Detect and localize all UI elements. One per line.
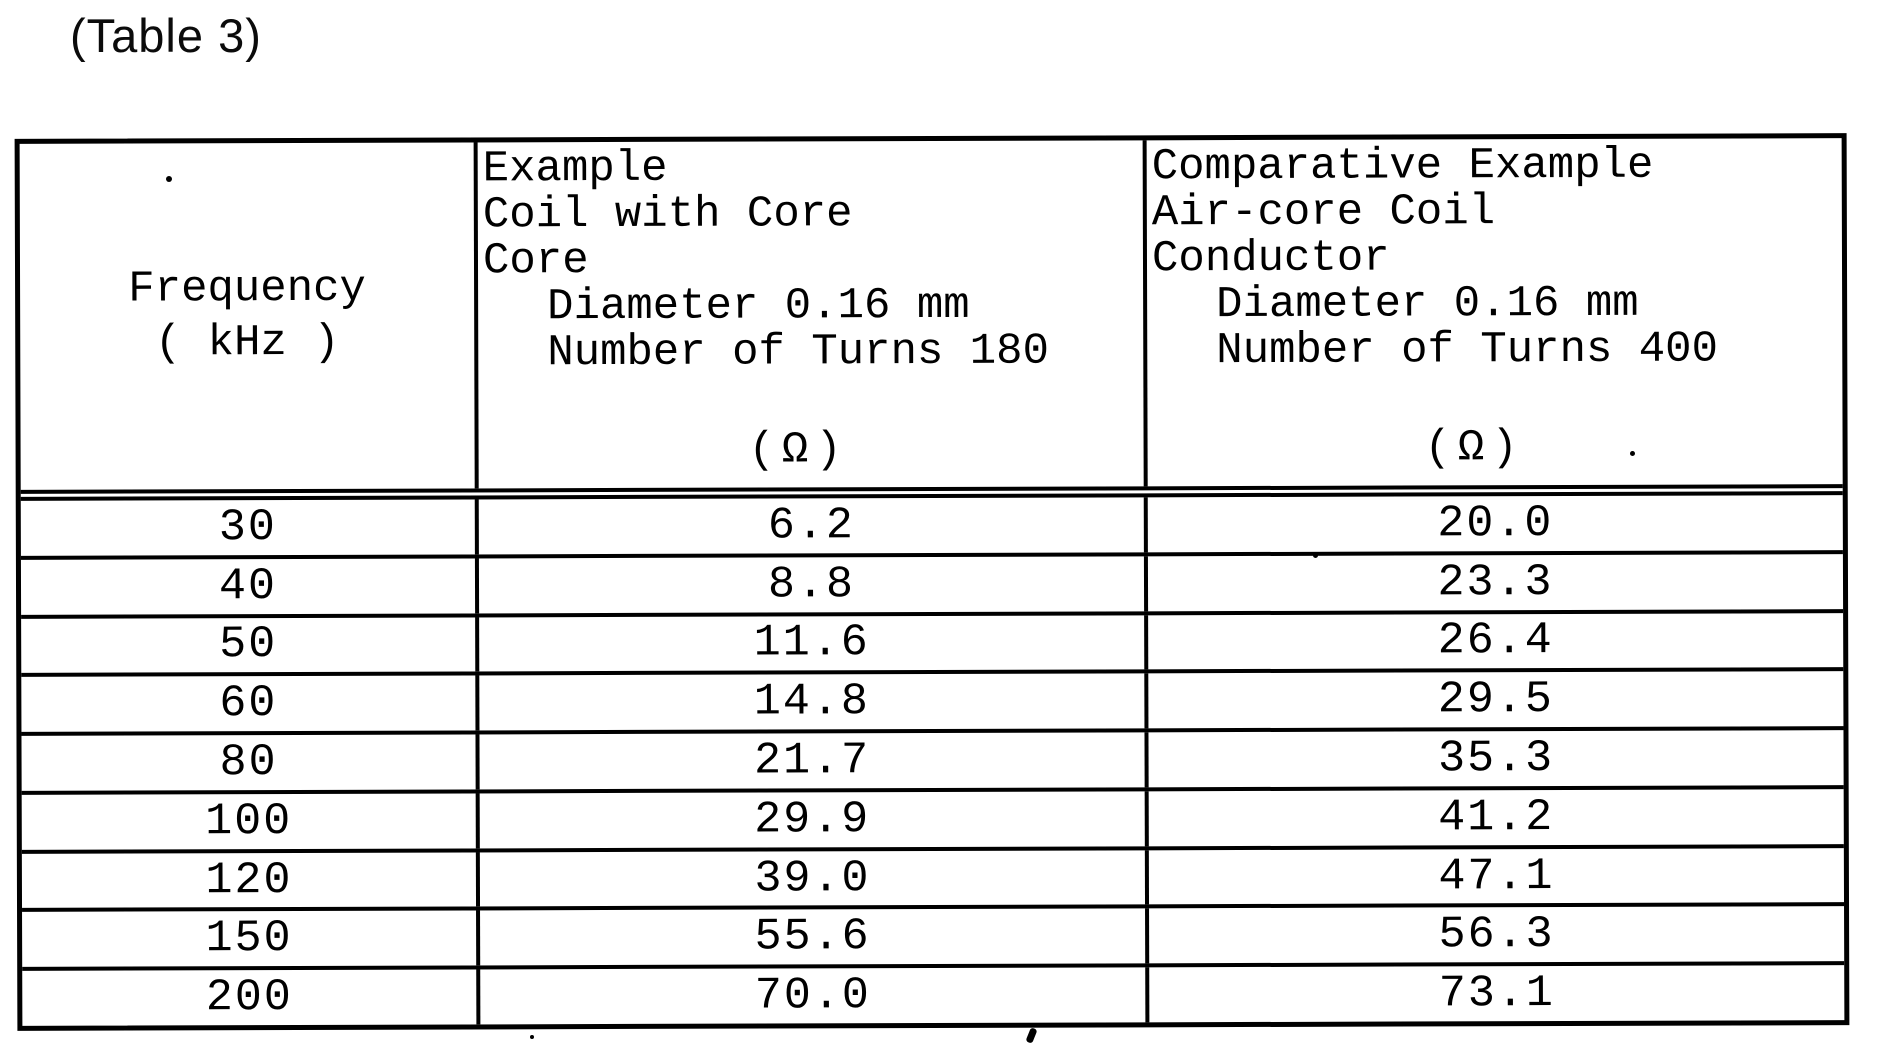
- header-comparative-line: Number of Turns 400: [1216, 324, 1719, 377]
- header-comparative-cell: Comparative Example Air-core Coil Conduc…: [1147, 138, 1843, 486]
- frequency-cell: 80: [21, 734, 480, 791]
- scan-speck: [166, 176, 172, 182]
- header-frequency-unit: ( kHz ): [154, 317, 340, 369]
- example-value-cell: 11.6: [479, 614, 1149, 672]
- scan-speck: [530, 1035, 534, 1039]
- table-row: 30 6.2 20.0: [20, 495, 1843, 556]
- frequency-cell: 150: [22, 910, 481, 968]
- scan-speck: [1025, 1027, 1038, 1044]
- header-comparative-ohm-unit: (Ω): [1424, 423, 1525, 474]
- example-value-cell: 55.6: [480, 908, 1150, 966]
- header-comparative-line: Conductor: [1151, 233, 1390, 285]
- impedance-comparison-table: Frequency ( kHz ) Example Coil with Core…: [14, 133, 1850, 1031]
- table-row: 60 14.8 29.5: [21, 667, 1844, 732]
- comparative-value-cell: 35.3: [1437, 733, 1555, 785]
- table-row: 120 39.0 47.1: [21, 843, 1845, 909]
- header-comparative-line: Comparative Example: [1151, 140, 1654, 193]
- header-example-cell: Example Coil with Core Core Diameter 0.1…: [477, 140, 1148, 489]
- comparative-value-cell: 47.1: [1438, 850, 1555, 902]
- comparative-value-cell: 73.1: [1438, 968, 1555, 1020]
- frequency-cell: 120: [21, 852, 481, 909]
- example-value-cell: 39.0: [479, 850, 1150, 907]
- header-example-line: Coil with Core: [482, 189, 853, 241]
- frequency-cell: 50: [21, 616, 480, 674]
- scan-speck: [1630, 451, 1635, 456]
- table-row: 50 11.6 26.4: [21, 608, 1844, 674]
- scan-speck: [1313, 553, 1318, 558]
- comparative-value-cell: 41.2: [1438, 791, 1555, 844]
- frequency-cell: 100: [21, 793, 480, 850]
- frequency-cell: 60: [21, 675, 480, 732]
- comparative-value-cell: 56.3: [1438, 909, 1555, 961]
- comparative-value-cell: 20.0: [1437, 497, 1554, 550]
- header-frequency-label: Frequency: [128, 263, 366, 315]
- table-body: 30 6.2 20.0 40 8.8 23.3 50 11.6 26.4 60 …: [20, 495, 1845, 1026]
- frequency-cell: 200: [22, 969, 481, 1026]
- header-frequency-cell: Frequency ( kHz ): [19, 142, 479, 490]
- header-example-ohm-unit: (Ω): [748, 425, 849, 476]
- example-value-cell: 8.8: [478, 556, 1149, 613]
- comparative-value-cell: 29.5: [1437, 674, 1554, 726]
- header-example-line: Example: [482, 143, 668, 195]
- example-value-cell: 6.2: [478, 497, 1148, 555]
- table-header-row: Frequency ( kHz ) Example Coil with Core…: [19, 138, 1843, 490]
- header-example-line: Core: [482, 236, 589, 287]
- table-caption: (Table 3): [70, 9, 262, 62]
- example-value-cell: 29.9: [479, 791, 1149, 849]
- table-row: 200 70.0 73.1: [22, 961, 1845, 1026]
- header-example-line: Diameter 0.16 mm: [547, 280, 970, 333]
- example-value-cell: 21.7: [479, 732, 1149, 790]
- table-row: 40 8.8 23.3: [20, 549, 1844, 615]
- header-comparative-line: Diameter 0.16 mm: [1216, 278, 1639, 331]
- comparative-value-cell: 26.4: [1437, 615, 1554, 667]
- table-row: 150 55.6 56.3: [22, 902, 1845, 968]
- comparative-value-cell: 23.3: [1437, 556, 1554, 609]
- example-value-cell: 14.8: [479, 673, 1149, 731]
- header-example-line: Number of Turns 180: [547, 326, 1050, 379]
- header-comparative-line: Air-core Coil: [1151, 187, 1496, 239]
- example-value-cell: 70.0: [480, 967, 1150, 1025]
- frequency-cell: 40: [20, 558, 480, 615]
- table-row: 100 29.9 41.2: [21, 785, 1844, 850]
- frequency-cell: 30: [20, 499, 479, 556]
- table-row: 80 21.7 35.3: [21, 726, 1844, 791]
